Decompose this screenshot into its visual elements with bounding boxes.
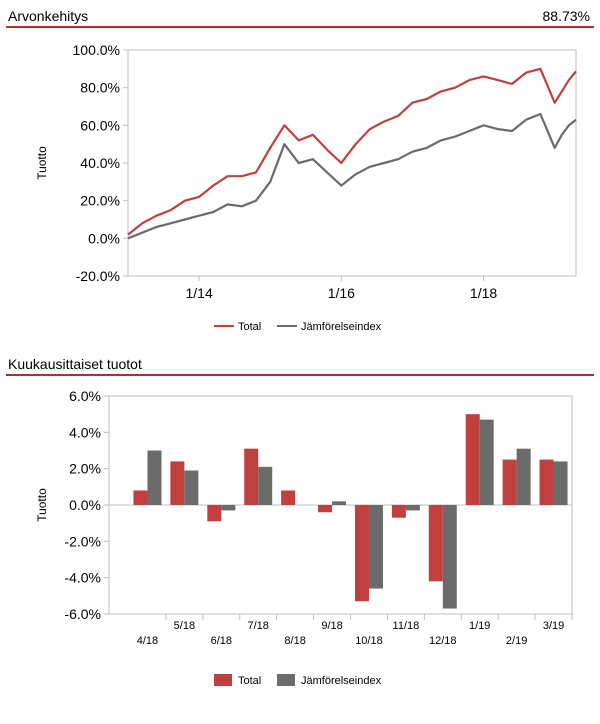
y-tick-label: 60.0% <box>80 117 120 133</box>
y-tick-label: 80.0% <box>80 80 120 96</box>
x-tick-label: 9/18 <box>321 620 342 632</box>
performance-value: 88.73% <box>542 8 590 24</box>
bar-benchmark <box>221 505 236 511</box>
bar-benchmark <box>442 505 457 609</box>
bar-total <box>391 505 406 518</box>
legend-swatch-total <box>214 674 232 686</box>
y-tick-label: 0.0% <box>69 497 101 513</box>
bar-benchmark <box>553 461 568 505</box>
x-tick-label: 8/18 <box>284 635 305 647</box>
legend-label-benchmark: Jämförelseindex <box>301 321 382 333</box>
x-tick-label: 12/18 <box>429 635 457 647</box>
bar-total <box>354 505 369 602</box>
y-tick-label: 40.0% <box>80 155 120 171</box>
y-tick-label: 100.0% <box>73 42 120 58</box>
y-tick-label: -2.0% <box>64 533 101 549</box>
y-tick-label: -4.0% <box>64 570 101 586</box>
x-tick-label: 7/18 <box>247 620 268 632</box>
bar-benchmark <box>258 466 273 505</box>
x-tick-label: 4/18 <box>137 635 158 647</box>
monthly-header: Kuukausittaiset tuotot <box>6 354 594 376</box>
y-axis-label: Tuotto <box>35 488 49 522</box>
bar-total <box>318 505 333 513</box>
x-tick-label: 1/14 <box>185 285 212 301</box>
legend-swatch-benchmark <box>277 674 295 686</box>
series-line-total <box>127 67 577 236</box>
bar-benchmark <box>147 450 162 505</box>
y-tick-label: 20.0% <box>80 193 120 209</box>
y-tick-label: 6.0% <box>69 388 101 404</box>
legend-label-total: Total <box>238 675 261 687</box>
bar-chart: 6.0% 4.0% 2.0% 0.0% -2.0% -4.0% -6.0% Tuotto 4/1… <box>35 388 573 687</box>
x-tick-label: 3/19 <box>543 620 564 632</box>
bar-benchmark <box>516 448 531 505</box>
x-tick-label: 6/18 <box>211 635 232 647</box>
bar-total <box>465 414 480 505</box>
bar-total <box>539 459 554 505</box>
series-line-benchmark <box>127 112 577 240</box>
x-tick-label: 11/18 <box>393 620 420 632</box>
x-tick-label: 10/18 <box>355 635 383 647</box>
bar-total <box>170 461 185 505</box>
x-tick-label: 1/16 <box>328 285 355 301</box>
bar-benchmark <box>405 505 420 511</box>
performance-title: Arvonkehitys <box>8 8 89 24</box>
x-tick-label: 1/18 <box>470 285 497 301</box>
bar-benchmark <box>368 505 383 589</box>
legend-label-total: Total <box>238 321 261 333</box>
bar-benchmark <box>479 419 494 505</box>
legend-label-benchmark: Jämförelseindex <box>301 675 382 687</box>
x-tick-label: 5/18 <box>174 620 195 632</box>
y-tick-label: 2.0% <box>69 461 101 477</box>
y-axis-label: Tuotto <box>35 146 49 180</box>
y-tick-label: -6.0% <box>64 606 101 622</box>
monthly-title: Kuukausittaiset tuotot <box>8 356 142 372</box>
y-tick-label: -20.0% <box>76 268 120 284</box>
bar-benchmark <box>332 501 347 505</box>
bar-total <box>502 459 517 505</box>
performance-header: Arvonkehitys 88.73% <box>6 6 594 28</box>
x-tick-label: 1/19 <box>469 620 490 632</box>
bar-total <box>207 505 222 522</box>
y-tick-label: 0.0% <box>88 230 120 246</box>
y-tick-label: 4.0% <box>69 424 101 440</box>
bar-total <box>244 448 259 505</box>
line-chart: 100.0% 80.0% 60.0% 40.0% 20.0% 0.0% -20.0% 1/14… <box>35 42 577 333</box>
x-tick-label: 2/19 <box>506 635 527 647</box>
bar-total <box>133 490 148 505</box>
bar-total <box>428 505 443 582</box>
bar-total <box>281 490 296 505</box>
bar-benchmark <box>184 470 199 505</box>
